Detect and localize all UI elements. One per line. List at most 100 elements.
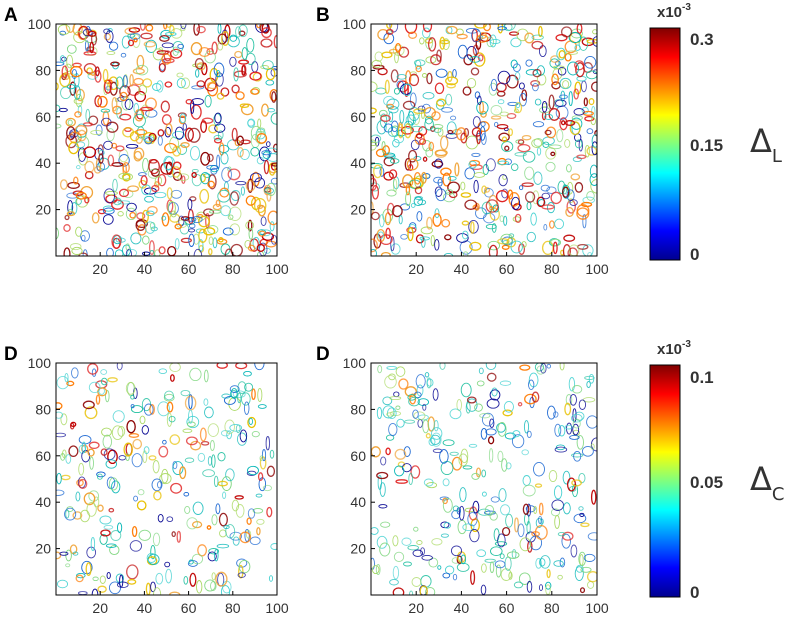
contour-blob [481, 469, 487, 478]
contour-blob [564, 424, 573, 430]
contour-blob [422, 27, 431, 39]
contour-blob [407, 226, 414, 242]
contour-blob [531, 40, 544, 50]
contour-blob [405, 183, 411, 196]
contour-blob [392, 178, 398, 193]
contour-blob [546, 186, 557, 194]
contour-blob [574, 60, 585, 71]
contour-blob [246, 470, 257, 476]
contour-blob [159, 473, 172, 485]
contour-blob [128, 27, 141, 33]
contour-blob [188, 394, 193, 410]
contour-blob [503, 24, 513, 32]
panel-label: D [316, 344, 330, 365]
contour-blob [260, 229, 272, 237]
contour-blob [148, 455, 157, 461]
x-tick-label: 100 [585, 261, 609, 277]
contour-blob [430, 434, 441, 446]
contour-blob [469, 56, 481, 63]
contour-blob [489, 389, 501, 401]
y-tick-label: 60 [350, 109, 366, 125]
contour-blob [457, 44, 468, 59]
contour-blob [585, 70, 597, 80]
contour-blob [432, 388, 439, 401]
contour-blob [91, 212, 100, 224]
contour-blob [225, 468, 235, 482]
contour-blob [75, 574, 84, 583]
contour-blob [128, 433, 140, 438]
contour-blob [375, 564, 381, 575]
contour-blob [450, 115, 457, 121]
contour-blob [435, 68, 448, 78]
contour-blob [78, 462, 85, 476]
contour-blob [395, 42, 402, 53]
contour-blob [442, 478, 450, 487]
contour-blob [540, 184, 550, 192]
x-tick-label: 100 [585, 600, 609, 616]
contour-blob [236, 135, 245, 146]
contour-blob [580, 566, 592, 573]
contour-blob [581, 445, 594, 457]
contour-blob [587, 532, 597, 541]
contour-blob [371, 59, 382, 69]
x-tick-label: 80 [544, 261, 560, 277]
contour-blob [115, 145, 125, 152]
contour-blob [413, 196, 423, 207]
contour-blob [495, 190, 509, 203]
contour-blob [98, 149, 105, 156]
contour-blob [498, 174, 508, 187]
contour-blob [408, 31, 418, 39]
contour-blob [156, 80, 164, 93]
contour-blob [571, 115, 583, 121]
contour-blob [572, 423, 580, 436]
contour-blob [84, 196, 90, 204]
contour-blob [486, 372, 497, 382]
contour-blob [476, 380, 485, 387]
contour-blob [533, 171, 543, 185]
axes-frame [55, 23, 278, 257]
contour-blob [121, 96, 131, 111]
contour-blob [571, 479, 582, 487]
contour-blob [555, 99, 567, 107]
contour-blob [169, 434, 181, 445]
contour-blob [87, 448, 95, 457]
contour-blob [510, 240, 523, 254]
contour-blob [114, 249, 124, 256]
contour-blob [415, 234, 425, 244]
contour-blob [552, 241, 558, 255]
contour-blob [270, 162, 277, 167]
contour-blob [215, 70, 221, 78]
contour-blob [464, 199, 478, 210]
contour-blob [445, 93, 453, 106]
contour-blob [214, 112, 222, 124]
contour-blob [395, 479, 409, 484]
contour-blob [136, 500, 147, 511]
contour-blob [586, 415, 597, 429]
contour-blob [235, 180, 247, 186]
contour-blob [557, 531, 566, 537]
contour-blob [105, 30, 114, 43]
contour-blob [230, 388, 238, 399]
contour-blob [566, 164, 572, 173]
contour-blob [111, 96, 118, 112]
contour-blob [542, 141, 550, 148]
contour-blob [554, 446, 568, 453]
contour-blob [562, 186, 570, 198]
contour-blob [393, 87, 401, 95]
contour-blob [265, 67, 276, 81]
contour-blob [446, 25, 458, 35]
contour-blob [421, 237, 426, 248]
contour-blob [111, 480, 121, 494]
contour-blob [569, 199, 578, 206]
contour-blob [574, 182, 584, 193]
contour-blob [485, 199, 499, 213]
contour-blob [245, 195, 256, 206]
contour-blob [524, 32, 535, 44]
contour-blob [135, 64, 149, 76]
contour-blob [143, 403, 154, 416]
contour-blob [508, 31, 520, 36]
contour-blob [64, 372, 69, 383]
contour-blob [549, 144, 562, 150]
contour-blob [478, 367, 484, 375]
